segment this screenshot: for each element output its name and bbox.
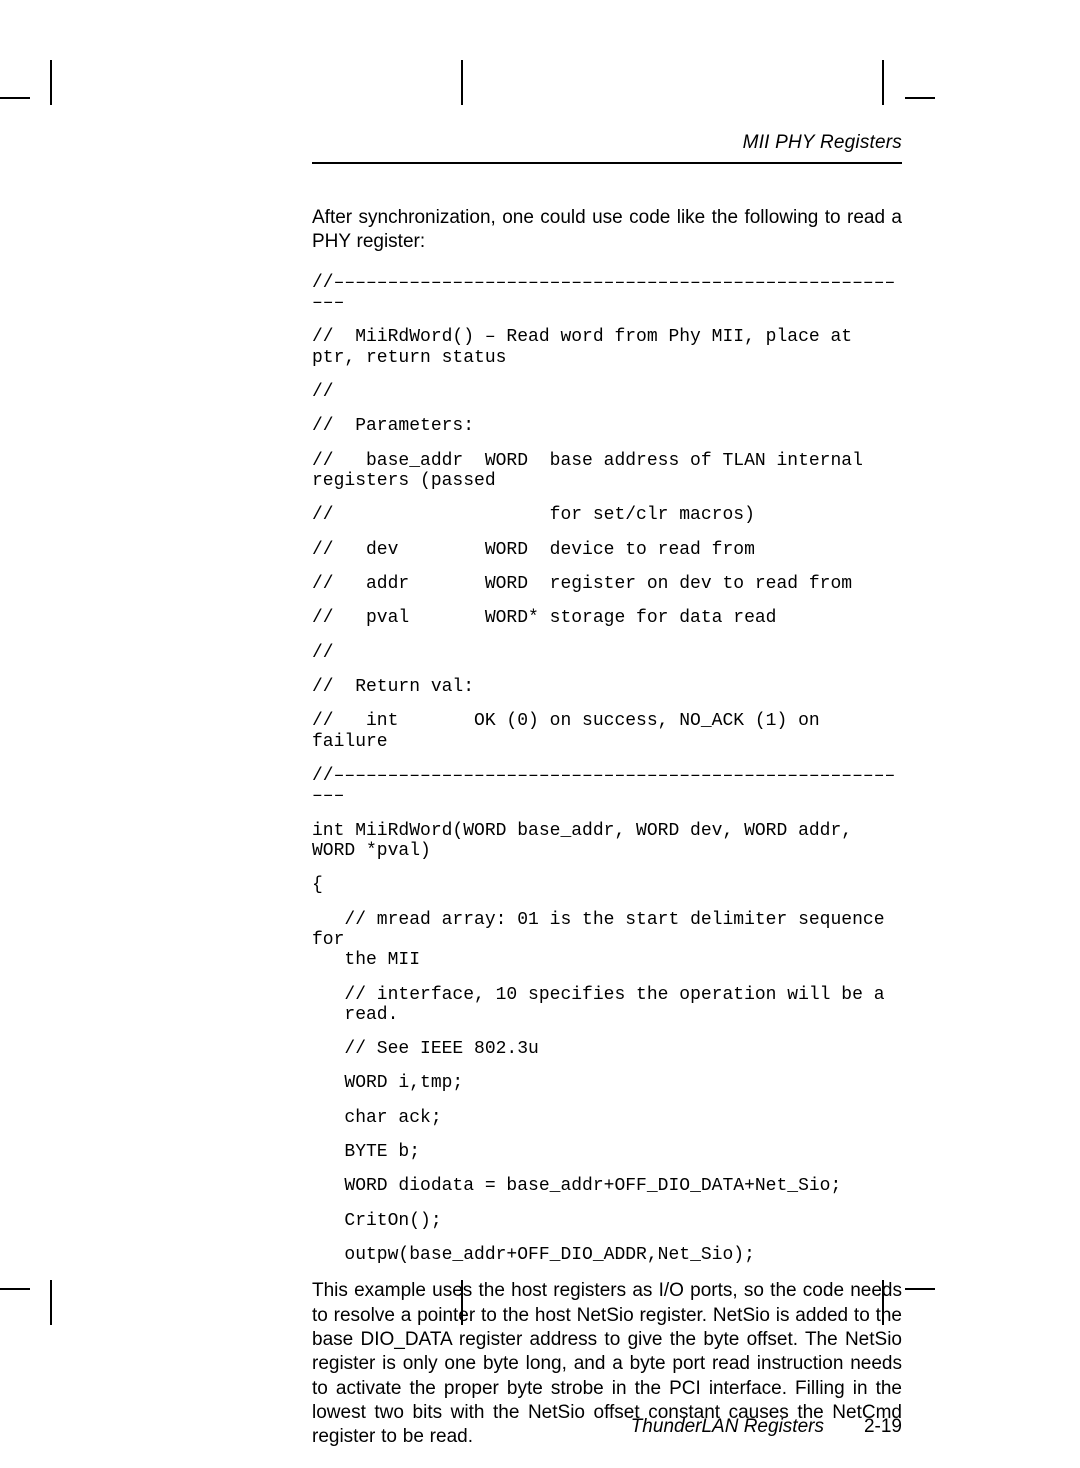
code-line: // mread array: 01 is the start delimite… [312,910,902,971]
code-line: int MiiRdWord(WORD base_addr, WORD dev, … [312,821,902,862]
code-line: // Return val: [312,677,902,697]
code-line: // Parameters: [312,416,902,436]
code-line: // [312,643,902,663]
code-line: // dev WORD device to read from [312,540,902,560]
content-column: MII PHY Registers After synchronization,… [312,132,902,1468]
code-line: { [312,875,902,895]
crop-mark [0,1288,30,1290]
code-line: // for set/clr macros) [312,505,902,525]
code-line: // base_addr WORD base address of TLAN i… [312,451,902,492]
page-footer: ThunderLAN Registers 2-19 [631,1416,902,1438]
code-line: WORD diodata = base_addr+OFF_DIO_DATA+Ne… [312,1176,902,1196]
code-line: //––––––––––––––––––––––––––––––––––––––… [312,766,902,807]
crop-mark [0,97,30,99]
code-listing: //––––––––––––––––––––––––––––––––––––––… [312,273,902,1266]
header-rule [312,162,902,164]
running-head: MII PHY Registers [312,132,902,154]
footer-page-number: 2-19 [864,1416,902,1437]
code-line: //––––––––––––––––––––––––––––––––––––––… [312,273,902,314]
code-line: // See IEEE 802.3u [312,1039,902,1059]
intro-paragraph: After synchronization, one could use cod… [312,206,902,255]
code-line: // [312,382,902,402]
code-line: BYTE b; [312,1142,902,1162]
page: MII PHY Registers After synchronization,… [50,40,1030,1360]
code-line: // pval WORD* storage for data read [312,608,902,628]
footer-section-label: ThunderLAN Registers [631,1416,824,1437]
code-line: CritOn(); [312,1211,902,1231]
code-line: // MiiRdWord() – Read word from Phy MII,… [312,327,902,368]
code-line: // interface, 10 specifies the operation… [312,985,902,1026]
code-line: // int OK (0) on success, NO_ACK (1) on … [312,711,902,752]
code-line: char ack; [312,1108,902,1128]
code-line: WORD i,tmp; [312,1073,902,1093]
code-line: // addr WORD register on dev to read fro… [312,574,902,594]
code-line: outpw(base_addr+OFF_DIO_ADDR,Net_Sio); [312,1245,902,1265]
